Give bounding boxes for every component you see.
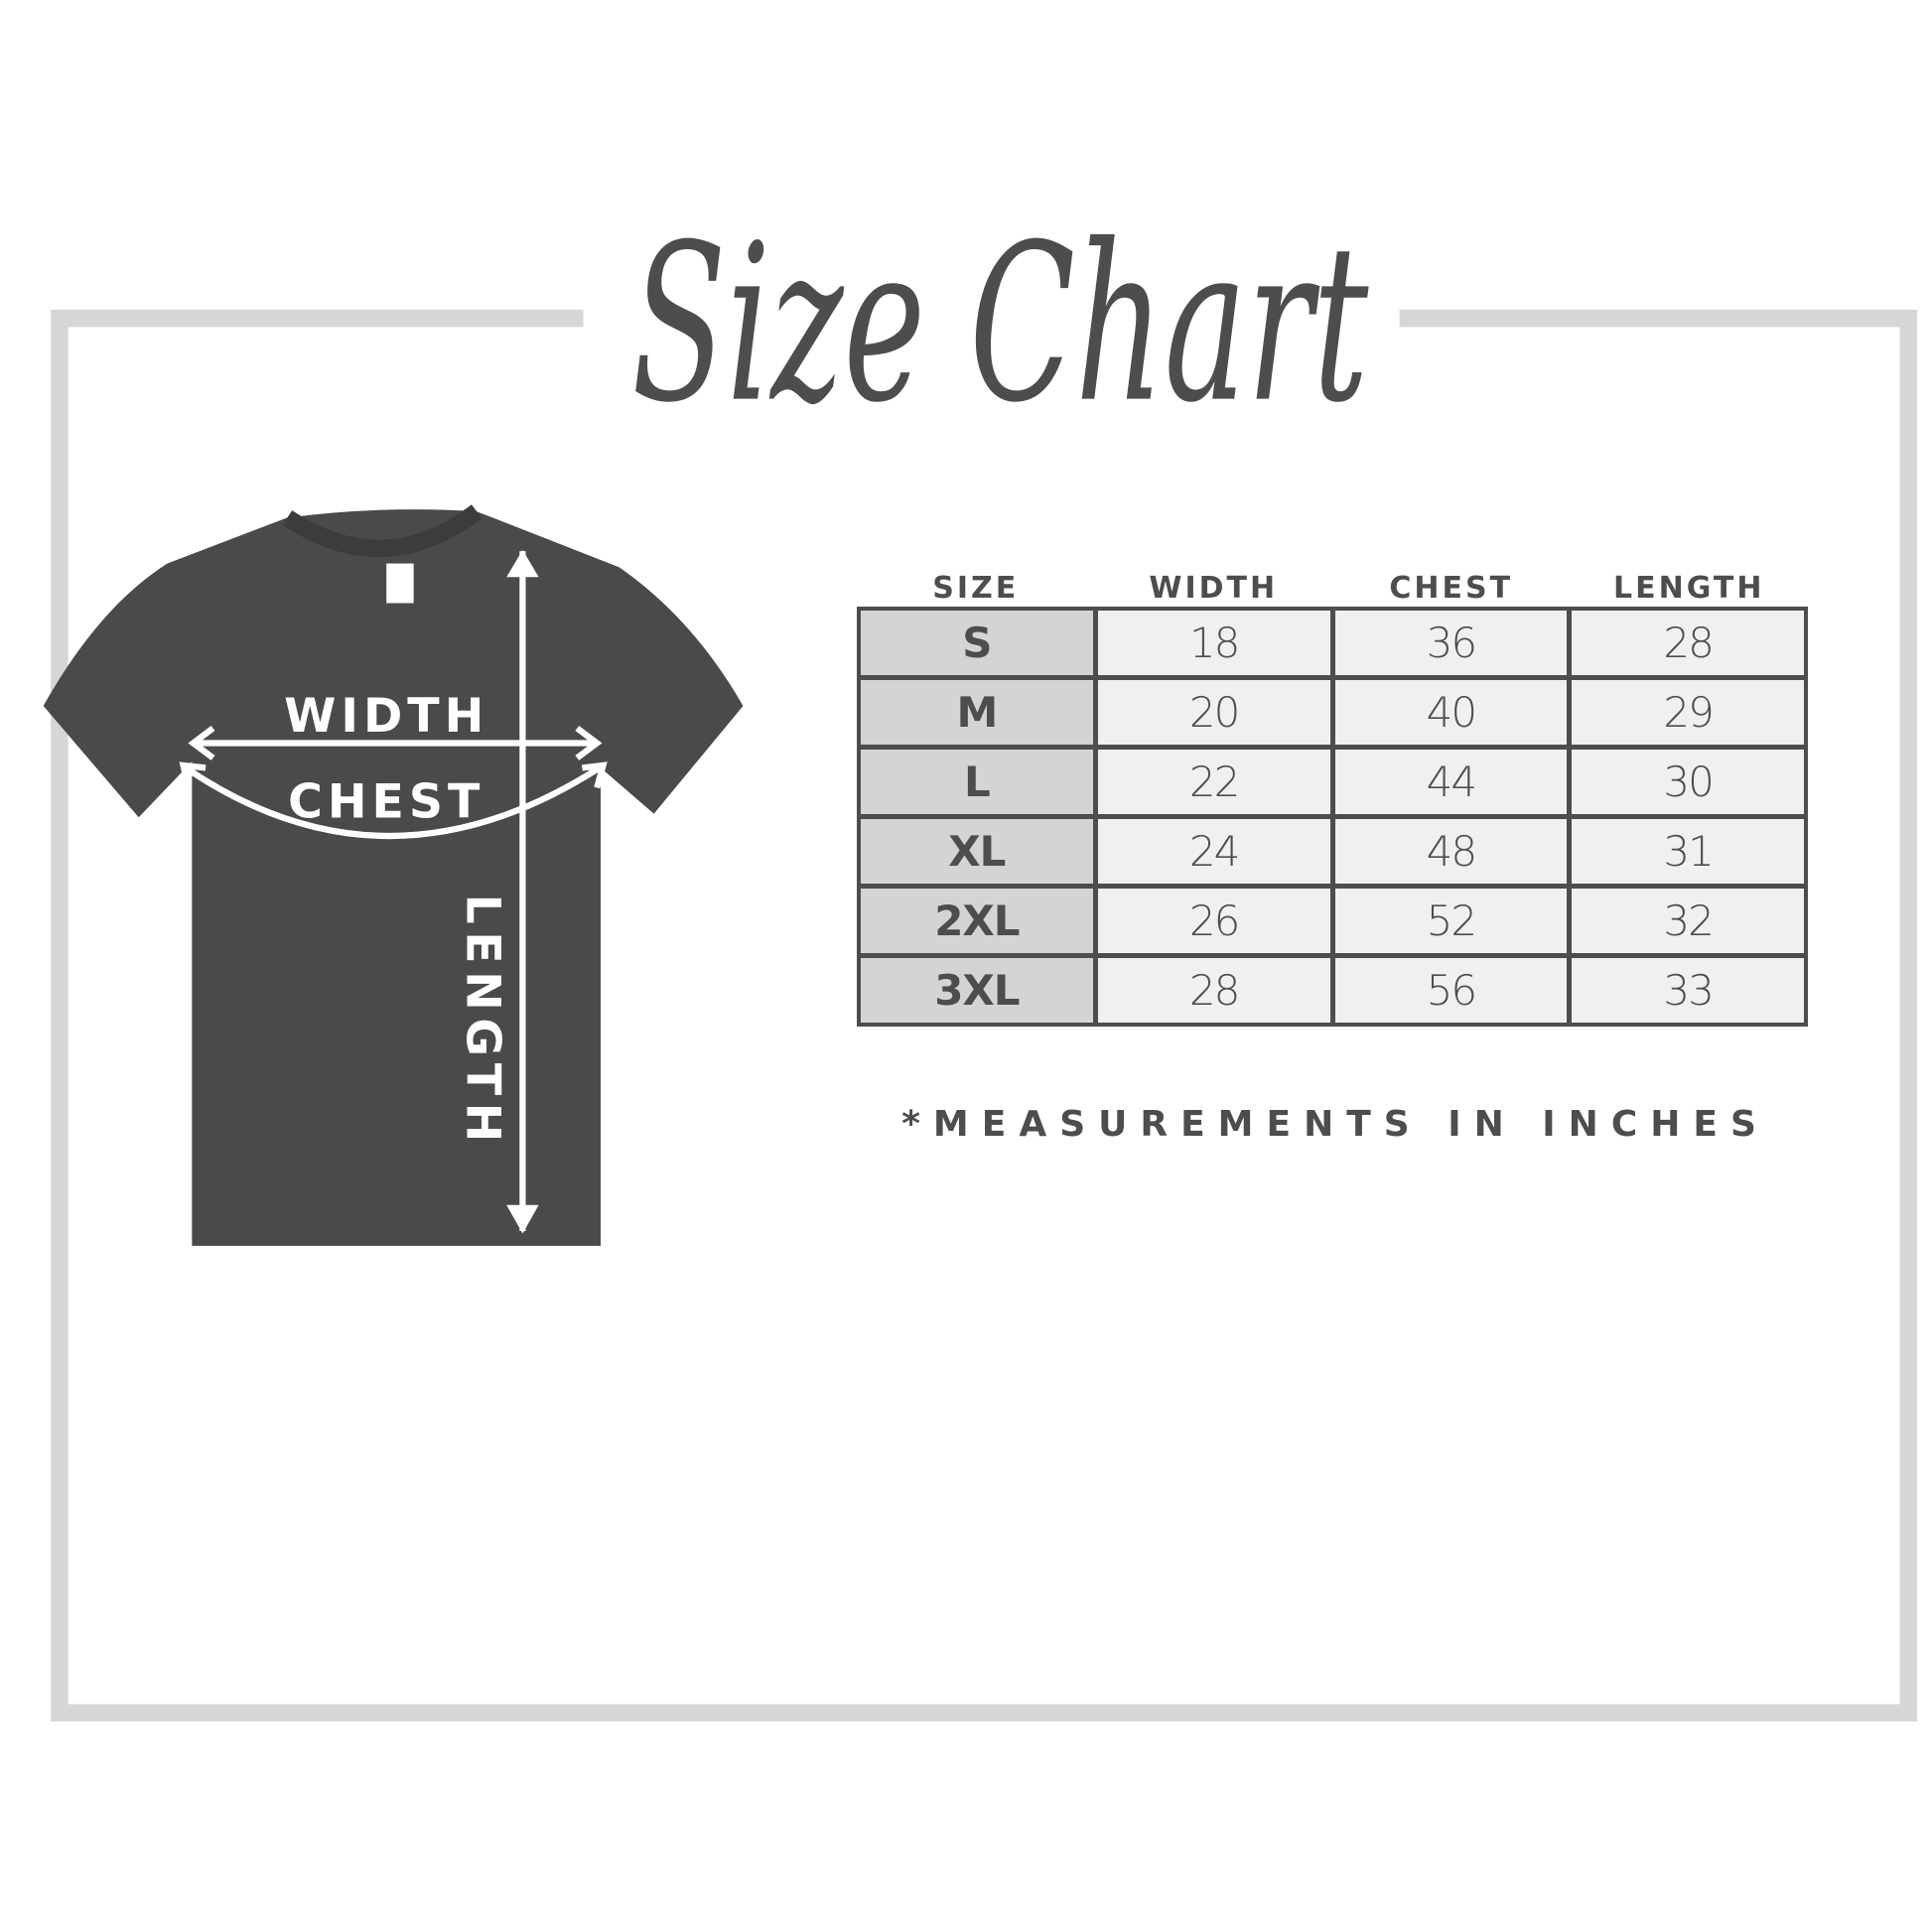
cell-width: 28 xyxy=(1097,958,1330,1023)
cell-length: 28 xyxy=(1572,611,1804,675)
cell-chest: 36 xyxy=(1334,611,1568,675)
cell-size: 2XL xyxy=(861,889,1093,953)
cell-chest: 40 xyxy=(1334,680,1568,745)
cell-width: 20 xyxy=(1097,680,1330,745)
cell-size: S xyxy=(861,611,1093,675)
cell-length: 33 xyxy=(1572,958,1804,1023)
chest-arrow-right-head xyxy=(581,761,608,789)
cell-chest: 48 xyxy=(1334,819,1568,884)
tshirt-shape xyxy=(43,509,744,1246)
chest-arrow-left-head xyxy=(179,761,207,789)
length-label: LENGTH xyxy=(455,895,509,1150)
cell-length: 30 xyxy=(1572,750,1804,814)
frame-border xyxy=(51,309,1918,1722)
header-size: SIZE xyxy=(932,571,1020,606)
tshirt-diagram: WIDTH CHEST LENGTH xyxy=(43,504,744,1246)
length-arrow-top-head xyxy=(506,549,539,578)
cell-width: 24 xyxy=(1097,819,1330,884)
cell-length: 29 xyxy=(1572,680,1804,745)
width-arrow-left-head xyxy=(188,725,215,760)
cell-size: 3XL xyxy=(861,958,1093,1023)
header-chest: CHEST xyxy=(1389,571,1514,606)
header-width: WIDTH xyxy=(1149,571,1279,606)
cell-length: 32 xyxy=(1572,889,1804,953)
table-body: S 18 36 28 M 20 40 29 L 22 44 30 XL 24 48 31 2XL 26 52 32 3X… xyxy=(857,607,1808,1027)
cell-chest: 44 xyxy=(1334,750,1568,814)
size-table: SIZE WIDTH CHEST LENGTH S 18 36 28 M 20 40 29 L 2… xyxy=(857,570,1808,1027)
chest-arrow xyxy=(184,764,602,840)
cell-width: 18 xyxy=(1097,611,1330,675)
chest-label: CHEST xyxy=(288,774,484,829)
cell-size: M xyxy=(861,680,1093,745)
width-label: WIDTH xyxy=(284,689,488,744)
length-arrow-bottom-head xyxy=(506,1204,539,1234)
cell-length: 31 xyxy=(1572,819,1804,884)
width-arrow-right-head xyxy=(575,725,603,760)
tshirt-collar xyxy=(282,504,483,558)
cell-size: XL xyxy=(861,819,1093,884)
cell-size: L xyxy=(861,750,1093,814)
measurement-note: *MEASUREMENTS IN INCHES xyxy=(901,1104,1769,1145)
cell-width: 22 xyxy=(1097,750,1330,814)
cell-width: 26 xyxy=(1097,889,1330,953)
tshirt-tag xyxy=(386,563,414,604)
cell-chest: 52 xyxy=(1334,889,1568,953)
cell-chest: 56 xyxy=(1334,958,1568,1023)
table-header: SIZE WIDTH CHEST LENGTH xyxy=(857,570,1808,607)
page-title: Size Chart xyxy=(631,199,1369,451)
header-length: LENGTH xyxy=(1613,571,1765,606)
